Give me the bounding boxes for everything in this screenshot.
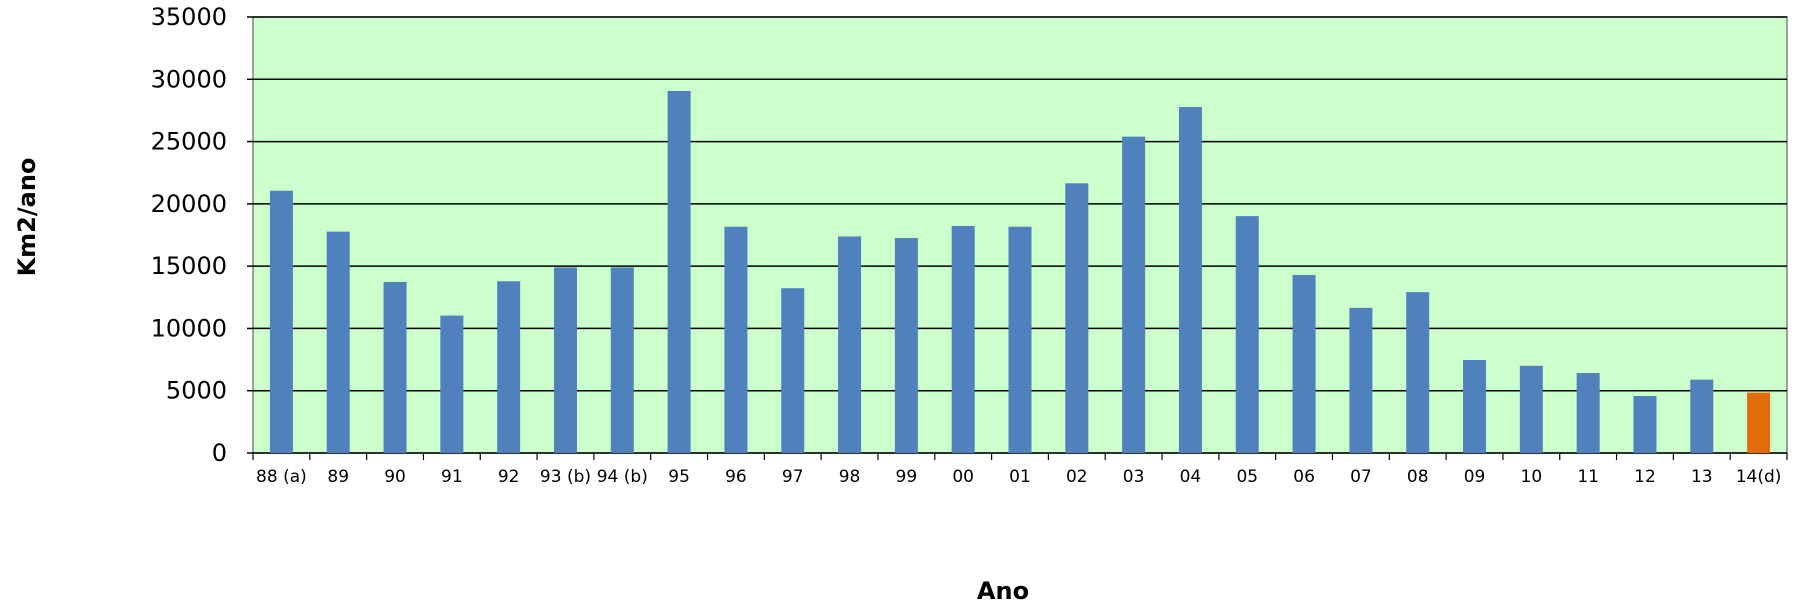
bar-88-a (269, 190, 293, 453)
y-tick-label: 25000 (151, 128, 227, 156)
bar-13 (1690, 379, 1714, 453)
x-tick-label: 03 (1123, 467, 1145, 487)
x-axis-title: Ano (977, 577, 1029, 604)
bar-10 (1519, 365, 1543, 453)
y-axis-title: Km2/ano (13, 158, 41, 277)
x-tick-label: 98 (839, 467, 861, 487)
y-tick-label: 15000 (151, 252, 227, 280)
x-tick-label: 89 (327, 467, 349, 487)
bar-95 (667, 91, 691, 454)
x-tick-label: 95 (668, 467, 690, 487)
bar-89 (326, 231, 350, 453)
bar-02 (1065, 183, 1089, 453)
bar-14-d (1747, 392, 1771, 453)
x-tick-label: 02 (1066, 467, 1088, 487)
y-tick-label: 20000 (151, 190, 227, 218)
y-tick-label: 35000 (151, 3, 227, 31)
x-tick-label: 00 (952, 467, 974, 487)
x-tick-label: 09 (1464, 467, 1486, 487)
bar-00 (951, 225, 975, 453)
x-tick-label: 96 (725, 467, 747, 487)
y-tick-label: 30000 (151, 65, 227, 93)
x-tick-label: 05 (1236, 467, 1258, 487)
bar-98 (838, 236, 862, 453)
x-tick-label: 91 (441, 467, 463, 487)
y-tick-label: 0 (212, 439, 227, 467)
bar-90 (383, 281, 407, 453)
bar-93-b (553, 267, 577, 453)
bar-03 (1122, 136, 1146, 453)
x-tick-label: 12 (1634, 467, 1656, 487)
bar-91 (440, 315, 464, 453)
x-tick-label: 04 (1180, 467, 1202, 487)
bars (269, 91, 1771, 454)
x-tick-label: 90 (384, 467, 406, 487)
bar-11 (1576, 373, 1600, 453)
bar-97 (781, 288, 805, 453)
x-tick-label: 10 (1521, 467, 1543, 487)
x-tick-label: 08 (1407, 467, 1429, 487)
bar-06 (1292, 275, 1316, 453)
y-tick-label: 10000 (151, 314, 227, 342)
x-tick-label: 99 (896, 467, 918, 487)
x-tick-label: 92 (498, 467, 520, 487)
x-tick-label: 13 (1691, 467, 1713, 487)
x-tick-label: 94 (b) (597, 467, 648, 487)
bar-04 (1178, 107, 1202, 454)
y-axis-ticks: 0 5000 10000 15000 20000 25000 30000 35000 (151, 3, 253, 467)
bar-96 (724, 226, 748, 453)
bar-12 (1633, 396, 1657, 453)
x-axis-ticks: 88 (a) 89 90 91 92 93 (b) 94 (b) 95 96 97 98 99 00 01… (252, 453, 1788, 487)
x-tick-label: 93 (b) (540, 467, 591, 487)
bar-09 (1463, 360, 1487, 453)
x-tick-label: 11 (1577, 467, 1599, 487)
x-tick-label: 07 (1350, 467, 1372, 487)
x-tick-label: 88 (a) (256, 467, 307, 487)
bar-01 (1008, 226, 1032, 453)
bar-99 (894, 238, 918, 453)
bar-05 (1235, 216, 1259, 453)
bar-92 (497, 281, 521, 453)
x-tick-label: 01 (1009, 467, 1031, 487)
x-tick-label: 14(d) (1736, 467, 1782, 487)
x-tick-label: 97 (782, 467, 804, 487)
bar-07 (1349, 307, 1373, 453)
x-tick-label: 06 (1293, 467, 1315, 487)
bar-08 (1406, 292, 1430, 453)
bar-94-b (610, 267, 634, 453)
y-tick-label: 5000 (166, 377, 227, 405)
